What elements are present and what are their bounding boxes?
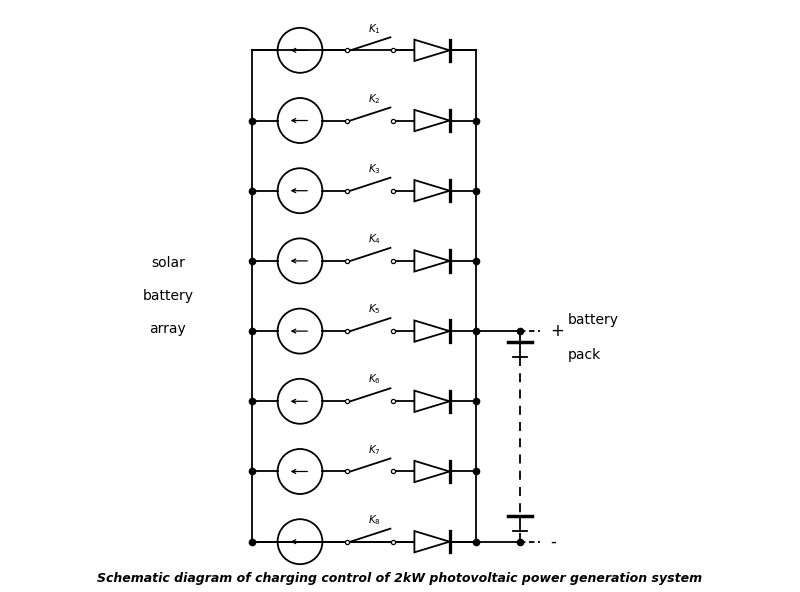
Text: solar: solar	[151, 256, 185, 271]
Polygon shape	[414, 461, 450, 482]
Polygon shape	[414, 320, 450, 342]
Text: -: -	[550, 533, 556, 551]
Text: $K_1$: $K_1$	[368, 22, 380, 36]
Polygon shape	[414, 40, 450, 61]
Text: $K_8$: $K_8$	[367, 513, 381, 527]
Text: $K_2$: $K_2$	[368, 92, 380, 106]
Polygon shape	[414, 180, 450, 201]
Text: Schematic diagram of charging control of 2kW photovoltaic power generation syste: Schematic diagram of charging control of…	[98, 572, 702, 585]
Polygon shape	[414, 391, 450, 412]
Text: array: array	[150, 321, 186, 336]
Text: pack: pack	[568, 348, 602, 362]
Text: +: +	[550, 322, 564, 340]
Text: $K_5$: $K_5$	[368, 303, 380, 316]
Text: battery: battery	[568, 313, 619, 327]
Text: $K_6$: $K_6$	[367, 373, 381, 387]
Polygon shape	[414, 531, 450, 552]
Text: $K_3$: $K_3$	[367, 162, 381, 176]
Polygon shape	[414, 110, 450, 131]
Text: battery: battery	[142, 289, 194, 303]
Text: $K_7$: $K_7$	[367, 443, 381, 456]
Text: $K_4$: $K_4$	[367, 232, 381, 246]
Polygon shape	[414, 250, 450, 272]
